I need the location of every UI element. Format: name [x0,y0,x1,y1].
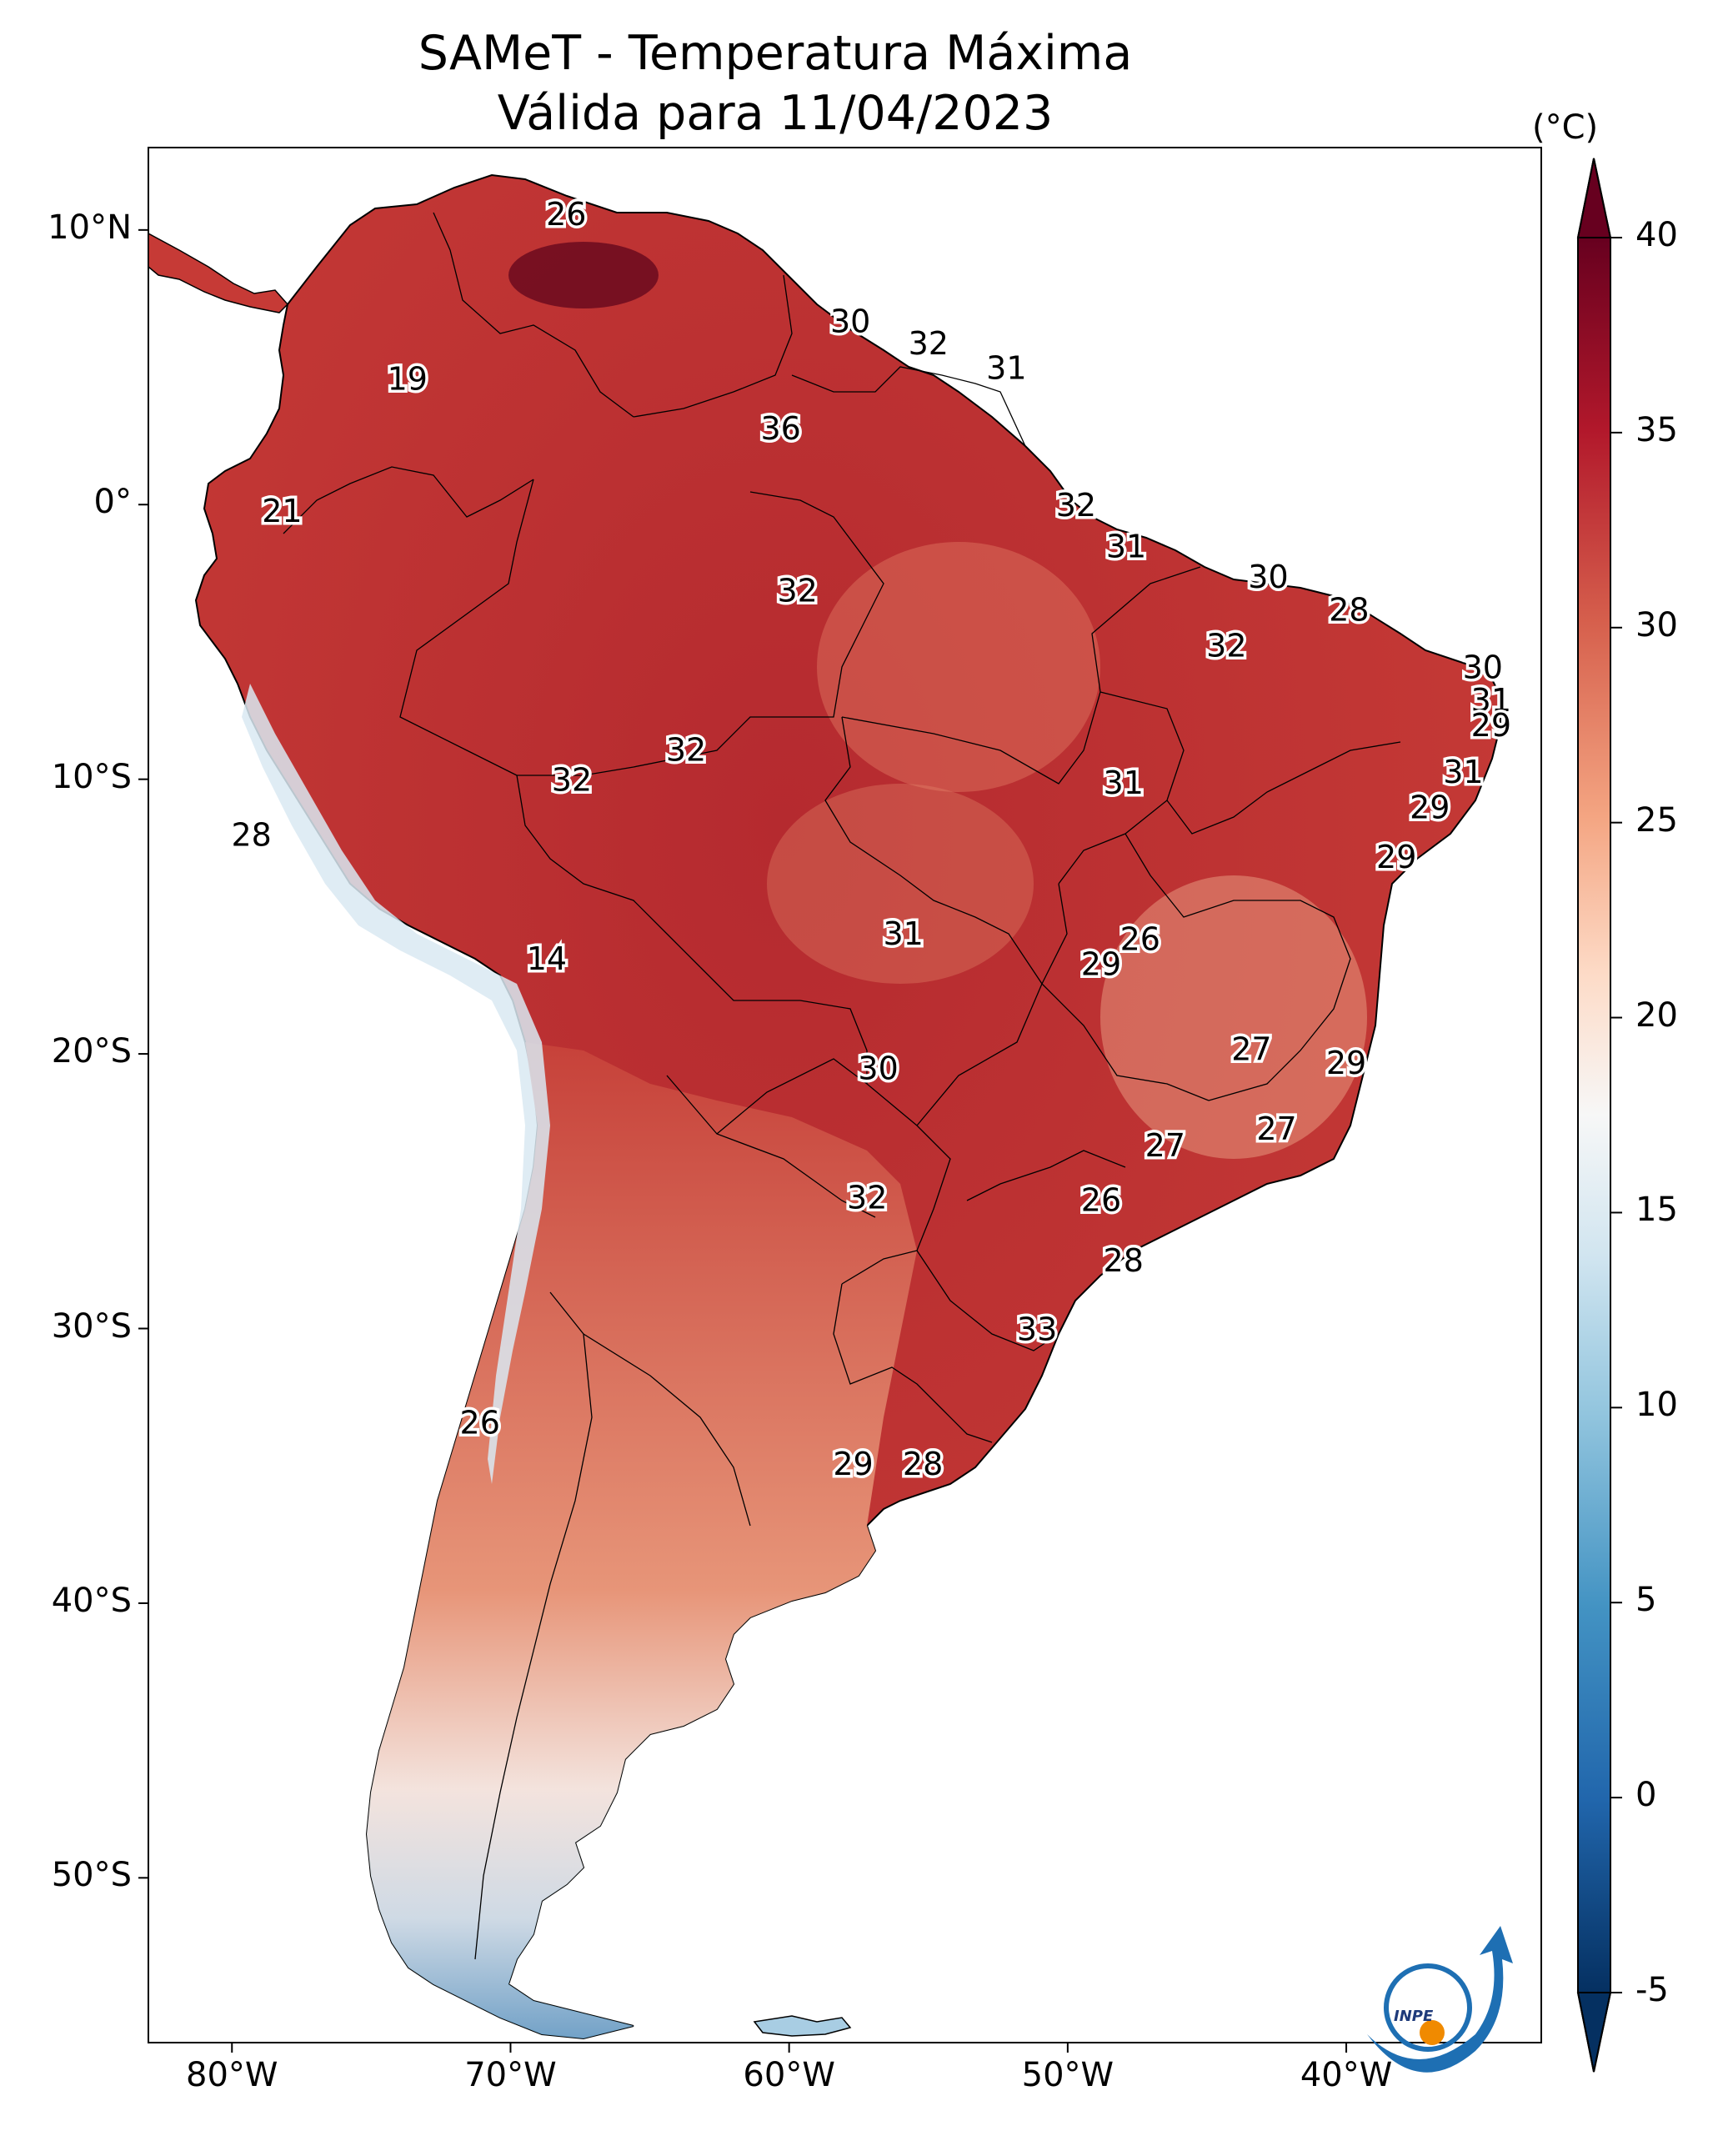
station-value-label: 32 [552,762,592,799]
station-value-label: 26 [546,196,586,233]
logo-text: INPE [1394,2008,1434,2025]
central-plateau-warm-zone [767,784,1034,984]
colorbar-tick-label: 20 [1635,995,1678,1035]
lon-tick-label: 80°W [186,2056,278,2094]
colorbar [1576,158,1622,2073]
inpe-logo: INPE [1367,1926,1513,2073]
station-value-label: 31 [884,915,924,952]
title-line-2: Válida para 11/04/2023 [497,86,1054,141]
station-value-label: 27 [1145,1127,1185,1164]
station-value-label: 30 [858,1050,898,1087]
station-value-label: 28 [1104,1242,1144,1279]
lat-tick-label: 10°N [48,208,132,247]
station-value-label: 19 [388,361,428,398]
station-value-label: 27 [1231,1030,1271,1067]
station-value-label: 31 [986,350,1026,387]
colorbar-tick-label: 35 [1635,410,1678,449]
lon-tick-label: 50°W [1021,2056,1114,2094]
lat-tick-label: 30°S [51,1306,132,1346]
station-value-label: 33 [1017,1311,1057,1348]
station-value-label: 26 [1120,921,1160,958]
station-value-label: 28 [231,817,271,854]
lon-tick-label: 60°W [743,2056,835,2094]
station-value-label: 28 [1329,591,1369,628]
station-value-label: 29 [1376,839,1416,875]
central-america-land [148,233,289,313]
logo-ring [1384,1963,1472,2052]
colorbar-tick-label: 10 [1635,1386,1678,1425]
falkland-islands [753,2015,852,2037]
colorbar-bottom-extension [1576,1992,1612,2073]
colorbar-ticks [1610,237,1622,1993]
station-value-label: 31 [1104,765,1144,801]
station-value-label: 29 [833,1446,873,1482]
southern-cone-temperature [367,1042,917,2038]
station-value-label: 36 [760,410,800,447]
station-value-label: 27 [1256,1111,1296,1147]
station-value-label: 30 [1463,649,1503,686]
map-title: SAMeT - Temperatura Máxima Válida para 1… [150,23,1400,143]
colorbar-tick-label: 15 [1635,1191,1678,1230]
station-value-label: 31 [1106,529,1146,565]
station-value-label: 29 [1326,1045,1366,1081]
colorbar-tick-label: 25 [1635,800,1678,840]
lat-tick-label: 50°S [51,1856,132,1895]
colorbar-top-extension [1576,158,1612,238]
southeast-brazil-warm-zone [1100,875,1367,1159]
station-value-label: 29 [1081,945,1121,982]
station-value-label: 32 [1056,487,1096,524]
station-value-label: 31 [1471,682,1511,719]
station-value-label: 30 [830,303,870,340]
colorbar-bar [1578,238,1610,1993]
station-value-label: 29 [1410,790,1450,826]
station-value-label: 31 [1443,754,1483,790]
station-value-label: 26 [460,1405,500,1442]
logo-orange-dot [1420,2020,1445,2045]
andes-cold-band [242,684,550,1484]
station-value-label: 14 [527,940,567,977]
station-value-label: 30 [1248,559,1288,595]
lon-tick-label: 40°W [1300,2056,1393,2094]
lon-tick-label: 70°W [464,2056,557,2094]
colorbar-tick-label: 30 [1635,605,1678,644]
station-value-label: 29 [1471,707,1511,744]
station-value-label: 32 [666,731,706,768]
continent-layer [148,173,1501,2040]
station-value-label: 32 [778,572,818,609]
colorbar-tick-label: -5 [1635,1971,1669,2009]
colorbar-unit: (°C) [1532,108,1599,147]
station-value-label: 28 [903,1446,943,1482]
station-value-label: 32 [909,325,949,362]
title-line-1: SAMeT - Temperatura Máxima [418,26,1133,81]
lat-tick-label: 10°S [51,757,132,796]
colorbar-tick-label: 5 [1635,1581,1657,1620]
venezuela-hot-spot [508,242,659,308]
station-value-label: 32 [1206,627,1246,664]
colorbar-tick-label: 40 [1635,216,1678,254]
station-value-label: 32 [847,1179,887,1216]
interior-brazil-warm-zone [817,542,1100,792]
axis-ticks [138,228,1348,2053]
station-value-label: 21 [262,493,302,529]
lat-tick-label: 0° [93,483,132,522]
lat-tick-label: 40°S [51,1581,132,1620]
country-borders [283,212,1401,1960]
lat-tick-label: 20°S [51,1032,132,1071]
station-value-label: 26 [1081,1182,1121,1219]
logo-arrow-icon [1367,1926,1513,2073]
colorbar-tick-label: 0 [1635,1776,1657,1815]
